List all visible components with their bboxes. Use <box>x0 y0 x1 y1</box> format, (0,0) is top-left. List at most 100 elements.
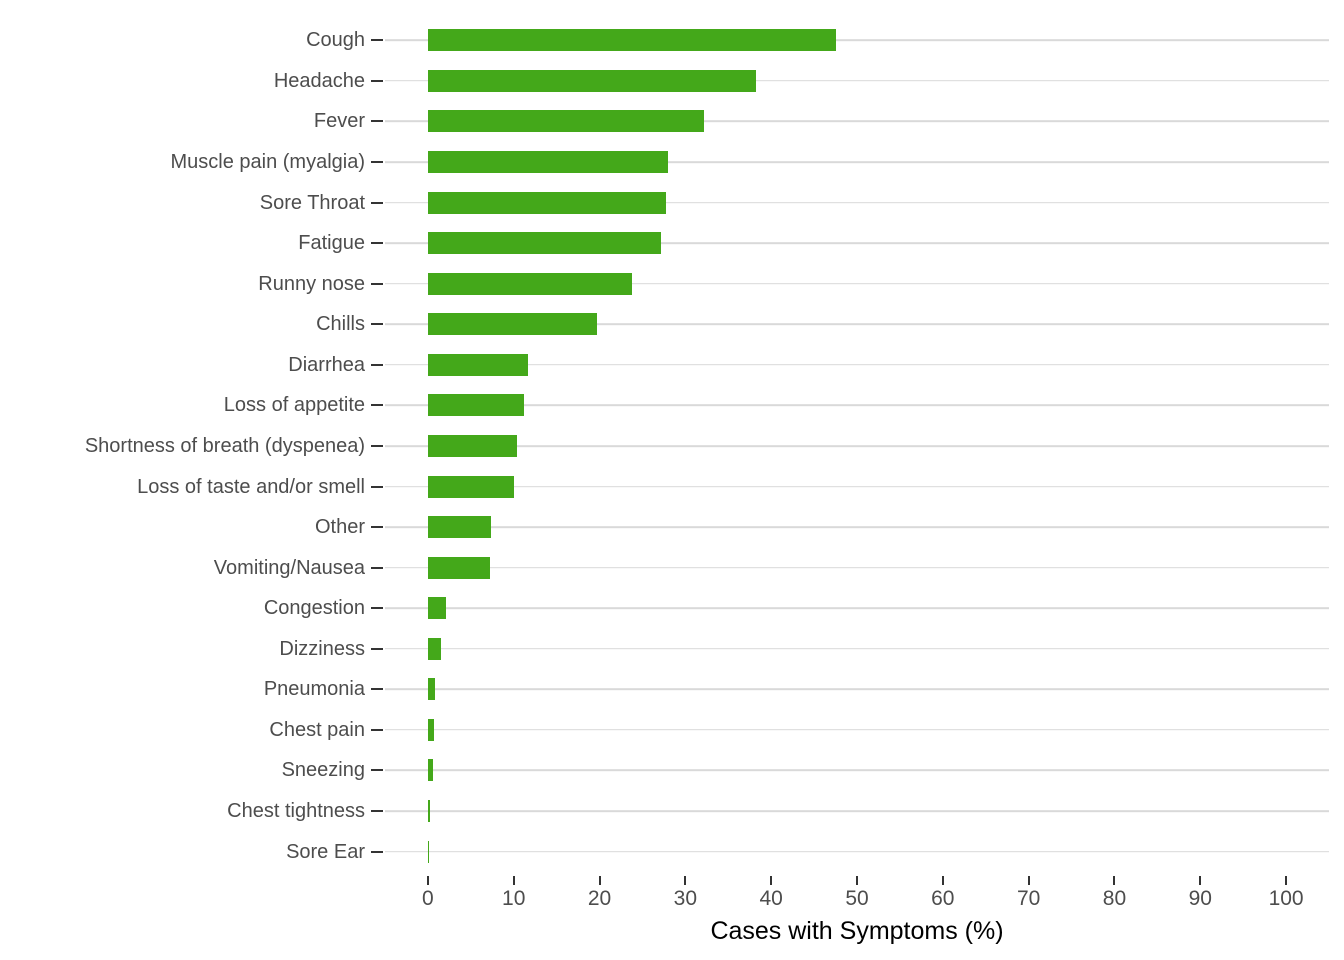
bar <box>427 516 491 539</box>
y-axis-label: Loss of taste and/or smell <box>137 475 365 498</box>
panel-cell <box>385 182 1329 223</box>
panel-cell <box>385 304 1329 345</box>
y-axis-tick <box>370 61 385 102</box>
chart-row: Cough <box>0 20 1329 61</box>
x-tick-mark-icon <box>1285 876 1288 885</box>
panel-cell <box>385 101 1329 142</box>
panel-cell <box>385 588 1329 629</box>
panel-cell <box>385 223 1329 264</box>
bar <box>427 191 666 214</box>
y-axis-label: Runny nose <box>258 272 365 295</box>
y-axis-label: Cough <box>306 29 365 52</box>
y-axis-label: Loss of appetite <box>223 394 365 417</box>
category-gridline <box>385 282 1329 285</box>
y-tick-mark-icon <box>371 850 383 853</box>
chart-row: Other <box>0 507 1329 548</box>
category-gridline <box>385 80 1329 82</box>
y-tick-mark-icon <box>371 79 383 82</box>
chart-row: Diarrhea <box>0 345 1329 386</box>
bar <box>427 678 435 701</box>
y-axis-tick <box>370 223 385 264</box>
y-axis-tick <box>370 466 385 507</box>
panel-cell <box>385 750 1329 791</box>
y-tick-mark-icon <box>371 688 383 691</box>
bar <box>427 151 669 174</box>
chart-row: Loss of appetite <box>0 385 1329 426</box>
y-axis-tick <box>370 142 385 183</box>
category-gridline <box>385 445 1329 447</box>
category-gridline <box>385 810 1329 812</box>
panel-cell <box>385 710 1329 751</box>
y-axis-tick <box>370 547 385 588</box>
y-axis-label: Chest tightness <box>227 800 365 823</box>
y-axis-tick <box>370 101 385 142</box>
category-gridline <box>385 201 1329 204</box>
chart-row: Runny nose <box>0 263 1329 304</box>
y-axis-label: Congestion <box>263 597 365 620</box>
y-tick-mark-icon <box>371 282 383 285</box>
chart-row: Muscle pain (myalgia) <box>0 142 1329 183</box>
x-tick-mark-icon <box>1027 876 1030 885</box>
bar <box>427 232 662 255</box>
category-gridline <box>385 607 1329 609</box>
y-tick-mark-icon <box>371 647 383 650</box>
y-axis-tick <box>370 426 385 467</box>
category-gridline <box>385 688 1329 691</box>
x-tick-mark-icon <box>598 876 601 885</box>
category-gridline <box>385 526 1329 528</box>
chart-row: Sore Ear <box>0 831 1329 872</box>
y-tick-mark-icon <box>371 526 383 529</box>
bar <box>427 394 525 417</box>
chart-row: Pneumonia <box>0 669 1329 710</box>
chart-row: Chest tightness <box>0 791 1329 832</box>
y-axis-label: Pneumonia <box>263 678 365 701</box>
y-axis-label: Headache <box>273 69 365 92</box>
bar <box>427 597 446 620</box>
x-axis-tick-label: 80 <box>1102 887 1127 910</box>
x-axis-ticks <box>385 876 1329 885</box>
category-gridline <box>385 323 1329 326</box>
chart-row: Fever <box>0 101 1329 142</box>
y-axis-tick <box>370 628 385 669</box>
category-gridline <box>385 404 1329 407</box>
panel-cell <box>385 20 1329 61</box>
category-gridline <box>385 39 1329 42</box>
chart-row: Shortness of breath (dyspenea) <box>0 426 1329 467</box>
chart-row: Headache <box>0 61 1329 102</box>
x-tick-mark-icon <box>684 876 687 885</box>
x-axis-tick-label: 100 <box>1268 887 1304 910</box>
chart-row: Loss of taste and/or smell <box>0 466 1329 507</box>
y-tick-mark-icon <box>371 39 383 42</box>
category-gridline <box>385 850 1329 853</box>
y-axis-label: Chills <box>316 313 365 336</box>
y-axis-label: Fatigue <box>298 232 365 255</box>
x-axis-tick-label: 40 <box>759 887 783 910</box>
y-tick-mark-icon <box>371 769 383 772</box>
y-axis-tick <box>370 507 385 548</box>
y-axis-tick <box>370 669 385 710</box>
y-tick-mark-icon <box>371 242 383 245</box>
chart-row: Vomiting/Nausea <box>0 547 1329 588</box>
bar <box>427 69 756 92</box>
chart-row: Fatigue <box>0 223 1329 264</box>
x-tick-mark-icon <box>770 876 773 885</box>
y-axis-label: Vomiting/Nausea <box>213 556 365 579</box>
y-tick-mark-icon <box>371 363 383 366</box>
category-gridline <box>385 364 1329 366</box>
panel-cell <box>385 426 1329 467</box>
category-gridline <box>385 769 1329 772</box>
y-tick-mark-icon <box>371 566 383 569</box>
y-axis-tick <box>370 750 385 791</box>
bar <box>427 637 441 660</box>
category-gridline <box>385 242 1329 244</box>
bar <box>427 434 518 457</box>
plot-panel: Cough Headache Fever Muscle pain (myalgia) S… <box>0 16 1329 876</box>
y-tick-mark-icon <box>371 444 383 447</box>
y-axis-tick <box>370 710 385 751</box>
panel-cell <box>385 547 1329 588</box>
y-axis-label: Other <box>314 516 365 539</box>
panel-cell <box>385 831 1329 872</box>
panel-cell <box>385 507 1329 548</box>
bar <box>427 800 431 823</box>
y-tick-mark-icon <box>371 161 383 164</box>
